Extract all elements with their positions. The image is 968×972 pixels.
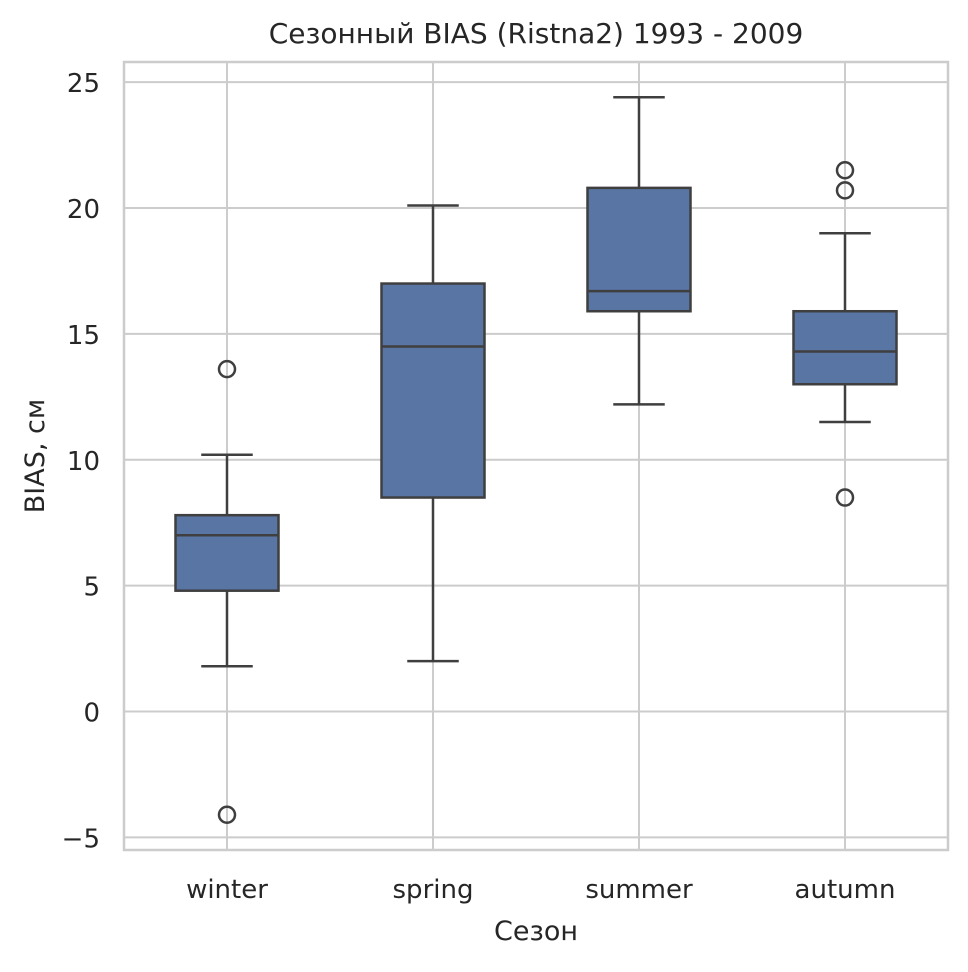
grid-layer xyxy=(124,62,948,850)
x-tick-label: autumn xyxy=(795,875,896,905)
outlier-point xyxy=(217,805,237,825)
box-group-summer xyxy=(586,95,692,406)
outlier-point xyxy=(835,488,855,507)
box-group-autumn xyxy=(792,161,898,507)
y-tick-label: 15 xyxy=(67,321,100,351)
outlier-point xyxy=(217,359,237,379)
y-tick-label: 10 xyxy=(67,447,100,477)
x-tick-label: spring xyxy=(393,875,474,905)
y-tick-label: 20 xyxy=(67,195,100,225)
outlier-point xyxy=(835,181,855,200)
x-tick-label: winter xyxy=(186,875,268,905)
tick-layer: −5 0 5 10 15 20 25 winter spring summer autumn xyxy=(62,69,896,905)
y-tick-label: −5 xyxy=(62,824,100,854)
iqr-box xyxy=(586,186,692,313)
chart-title: Сезонный BIAS (Ristna2) 1993 - 2009 xyxy=(269,17,804,50)
plot-frame xyxy=(122,60,950,852)
box-group-winter xyxy=(174,359,280,825)
y-axis-label: BIAS, см xyxy=(20,399,51,513)
x-tick-label: summer xyxy=(585,875,693,905)
y-tick-label: 5 xyxy=(83,573,100,603)
box-layer xyxy=(174,95,898,825)
x-axis-label: Сезон xyxy=(494,916,578,947)
y-tick-label: 0 xyxy=(83,699,100,729)
box-group-spring xyxy=(380,204,486,663)
iqr-box xyxy=(174,513,280,592)
outlier-point xyxy=(835,161,855,180)
y-tick-label: 25 xyxy=(67,69,100,99)
iqr-box xyxy=(792,309,898,386)
iqr-box xyxy=(380,282,486,499)
